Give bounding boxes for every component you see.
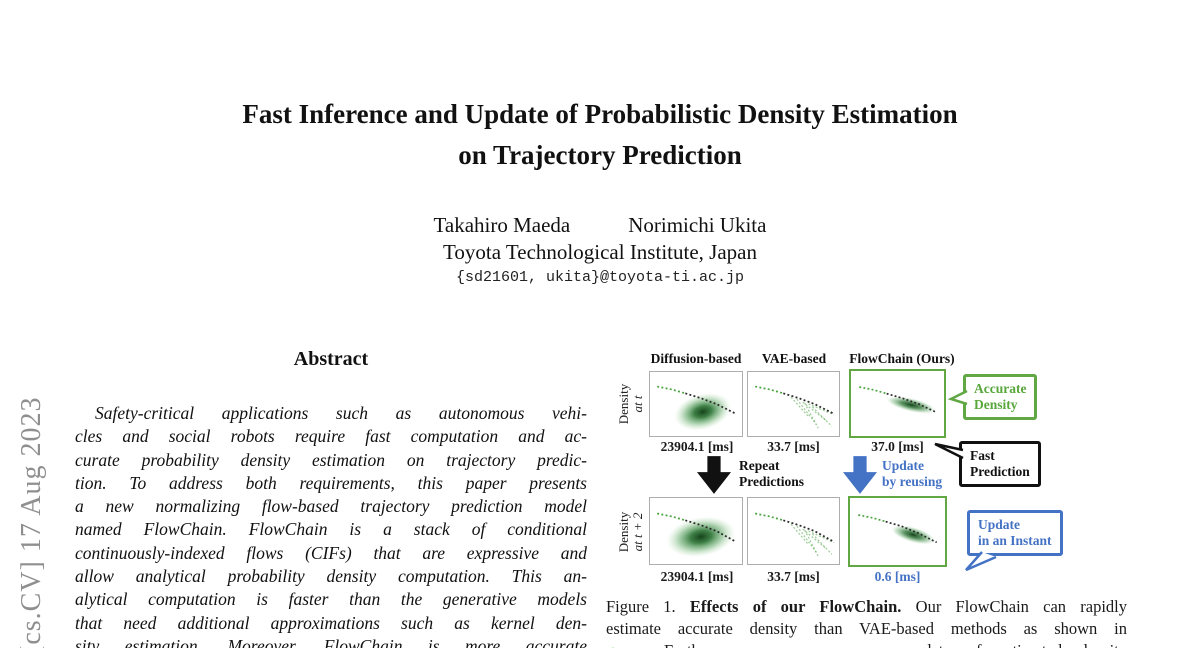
abstract-line: continuously-indexed flows (CIFs) that a… (75, 542, 587, 563)
density-plot-svg (755, 385, 835, 429)
caption-line-1: Figure 1. Effects of our FlowChain. Our … (606, 597, 1127, 616)
abstract-line: named FlowChain. FlowChain is a stack of… (75, 519, 587, 540)
title-line-2: on Trajectory Prediction (458, 140, 742, 170)
repeat-predictions-label: Repeat Predictions (739, 458, 804, 489)
col-header-flowchain: FlowChain (Ours) (849, 351, 955, 366)
abstract-line: that need additional approximations such… (75, 612, 587, 633)
density-plot-svg (859, 386, 937, 415)
abstract-body: Safety-critical applications such as aut… (75, 402, 587, 648)
figure-caption: Figure 1. Effects of our FlowChain. Our … (606, 596, 1127, 648)
time-flowchain-t2: 0.6 [ms] (874, 569, 921, 584)
abstract-line: curate probability density estimation on… (75, 449, 587, 470)
arxiv-watermark-text: [cs.CV] 17 Aug 2023 (16, 396, 47, 648)
time-flowchain-t: 37.0 [ms] (871, 439, 924, 454)
abstract-line: cles and social robots require fast comp… (75, 426, 587, 447)
callout-tail-icon (965, 551, 997, 572)
abstract-line: allow analytical probability density com… (75, 566, 587, 587)
time-diffusion-t: 23904.1 [ms] (660, 439, 734, 454)
row2-axis-label: Density at t + 2 (616, 511, 645, 553)
update-down-arrow-icon (843, 456, 877, 494)
update-by-reusing-label: Update by reusing (882, 458, 943, 489)
abstract-line: tion. To address both requirements, this… (75, 472, 587, 493)
time-vae-t2: 33.7 [ms] (767, 569, 820, 584)
title-line-1: Fast Inference and Update of Probabilist… (242, 99, 958, 129)
density-plot-svg (657, 385, 737, 432)
affiliation: Toyota Technological Institute, Japan (443, 240, 757, 264)
density-plot-svg (657, 512, 737, 558)
callout-tail-icon (934, 442, 964, 460)
abstract-line: a new normalizing flow-based trajectory … (75, 496, 587, 517)
density-plot-flowchain-t2 (848, 496, 947, 567)
email-line: {sd21601, ukita}@toyota-ti.ac.jp (455, 269, 745, 286)
abstract-line: Safety-critical applications such as aut… (95, 403, 587, 423)
abstract-heading: Abstract (293, 348, 369, 370)
authors-row: Takahiro Maeda Norimichi Ukita (0, 213, 1200, 238)
row1-axis-label: Density at t (616, 383, 645, 425)
col-header-vae: VAE-based (761, 351, 827, 366)
col-header-diffusion: Diffusion-based (650, 351, 742, 366)
update-instant-callout: Update in an Instant (965, 510, 1063, 572)
density-plot-flowchain-t (849, 369, 946, 438)
density-plot-svg (858, 514, 938, 545)
caption-line-2: estimate accurate density than VAE-based… (606, 618, 1127, 638)
time-diffusion-t2: 23904.1 [ms] (660, 569, 734, 584)
density-plot-vae-t (747, 371, 840, 437)
callout-tail-icon (947, 389, 968, 406)
author-name-1: Takahiro Maeda (433, 213, 571, 237)
abstract-line: alytical computation is faster than the … (75, 589, 587, 610)
density-plot-diffusion-t2 (649, 497, 743, 565)
density-plot-diffusion-t (649, 371, 743, 437)
repeat-down-arrow-icon (697, 456, 731, 494)
paper-title: Fast Inference and Update of Probabilist… (0, 94, 1200, 176)
accurate-density-callout: Accurate Density (947, 374, 1038, 420)
time-vae-t: 33.7 [ms] (767, 439, 820, 454)
fast-prediction-callout: Fast Prediction (934, 441, 1041, 487)
density-plot-svg (754, 512, 835, 557)
author-name-2: Norimichi Ukita (628, 213, 767, 237)
density-plot-vae-t2 (747, 497, 840, 565)
caption-line-3: green. Furthermore, we propose an update… (606, 640, 1127, 648)
abstract-line: sity estimation. Moreover, FlowChain is … (75, 635, 587, 648)
